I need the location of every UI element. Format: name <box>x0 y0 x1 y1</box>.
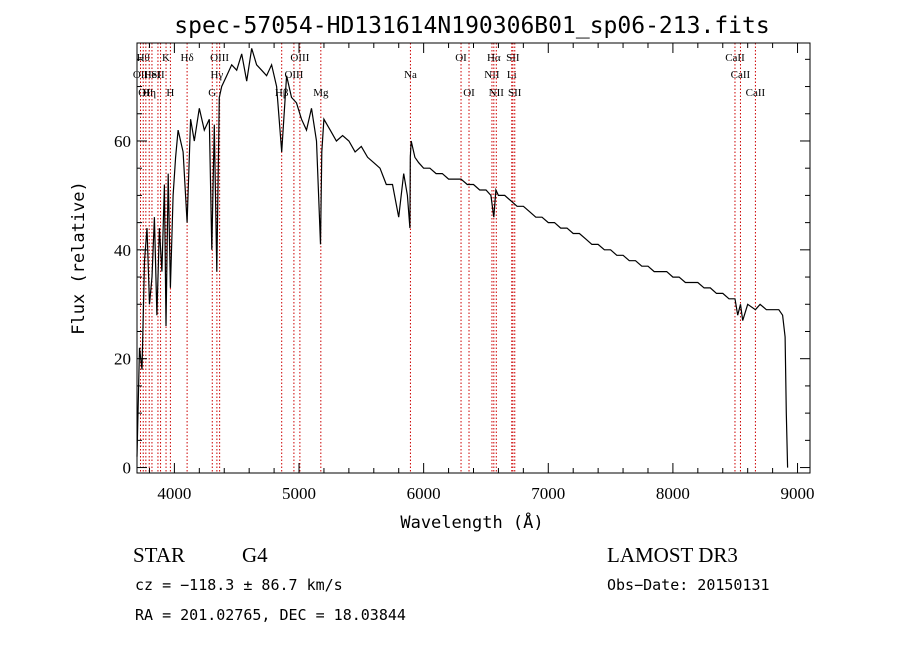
spectral-line-label: Hη <box>142 87 156 99</box>
spectral-line-label: H <box>166 87 174 99</box>
x-tick-label: 6000 <box>407 484 441 503</box>
x-axis-label: Wavelength (Å) <box>400 511 543 533</box>
spectral-line-label: HeI <box>144 69 161 81</box>
observation-date: Obs−Date: 20150131 <box>607 576 770 594</box>
x-tick-label: 9000 <box>781 484 815 503</box>
spectral-line-label: CaII <box>725 52 745 64</box>
spectral-line-label: SII <box>151 69 165 81</box>
plot-frame <box>136 42 811 474</box>
spectral-line-label: OIII <box>290 52 309 64</box>
spectral-line-label: Hγ <box>210 69 223 81</box>
spectral-line-markers: OIIHθOIIHηHeISIIKHHδGHγOIIIHβOIIIOIIIMgN… <box>133 43 766 473</box>
spectral-line-label: OI <box>463 87 475 99</box>
survey-name: LAMOST DR3 <box>607 543 738 567</box>
spectral-line-label: SII <box>508 87 522 99</box>
spectral-line-label: OII <box>138 87 154 99</box>
spectral-line-label: OIII <box>210 52 229 64</box>
spectral-line-label: Hθ <box>137 52 150 64</box>
chart-title: spec-57054-HD131614N190306B01_sp06-213.f… <box>174 13 769 39</box>
spectral-line-label: K <box>162 52 170 64</box>
y-tick-label: 40 <box>114 241 131 260</box>
object-class: STAR <box>133 543 185 567</box>
spectral-line-label: NII <box>489 87 505 99</box>
y-tick-label: 20 <box>114 350 131 369</box>
spectral-line-label: Na <box>404 69 417 81</box>
spectral-line-label: CaII <box>746 87 766 99</box>
spectral-line-label: OIII <box>284 69 303 81</box>
coordinates: RA = 201.02765, DEC = 18.03844 <box>135 606 406 624</box>
spectral-line-label: Mg <box>313 87 329 99</box>
spectral-line-label: CaII <box>731 69 751 81</box>
x-tick-label: 5000 <box>282 484 316 503</box>
spectral-line-label: Hα <box>487 52 501 64</box>
y-tick-label: 0 <box>123 459 132 478</box>
x-tick-label: 7000 <box>531 484 565 503</box>
spectral-line-label: SII <box>506 52 520 64</box>
spectrum-series-line <box>136 48 789 468</box>
y-tick-label: 60 <box>114 132 131 151</box>
x-tick-label: 8000 <box>656 484 690 503</box>
spectral-line-label: Hδ <box>181 52 194 64</box>
spectral-line-label: G <box>208 87 216 99</box>
spectral-line-label: OI <box>455 52 467 64</box>
x-tick-label: 4000 <box>157 484 191 503</box>
y-axis-label: Flux (relative) <box>69 181 89 335</box>
spectral-line-label: NII <box>484 69 500 81</box>
object-subclass: G4 <box>242 543 268 567</box>
redshift-velocity: cz = −118.3 ± 86.7 km/s <box>135 576 343 594</box>
axis-ticks: 4000 5000 6000 7000 8000 9000 0 20 40 60 <box>114 43 815 503</box>
spectral-line-label: Li <box>507 69 517 81</box>
